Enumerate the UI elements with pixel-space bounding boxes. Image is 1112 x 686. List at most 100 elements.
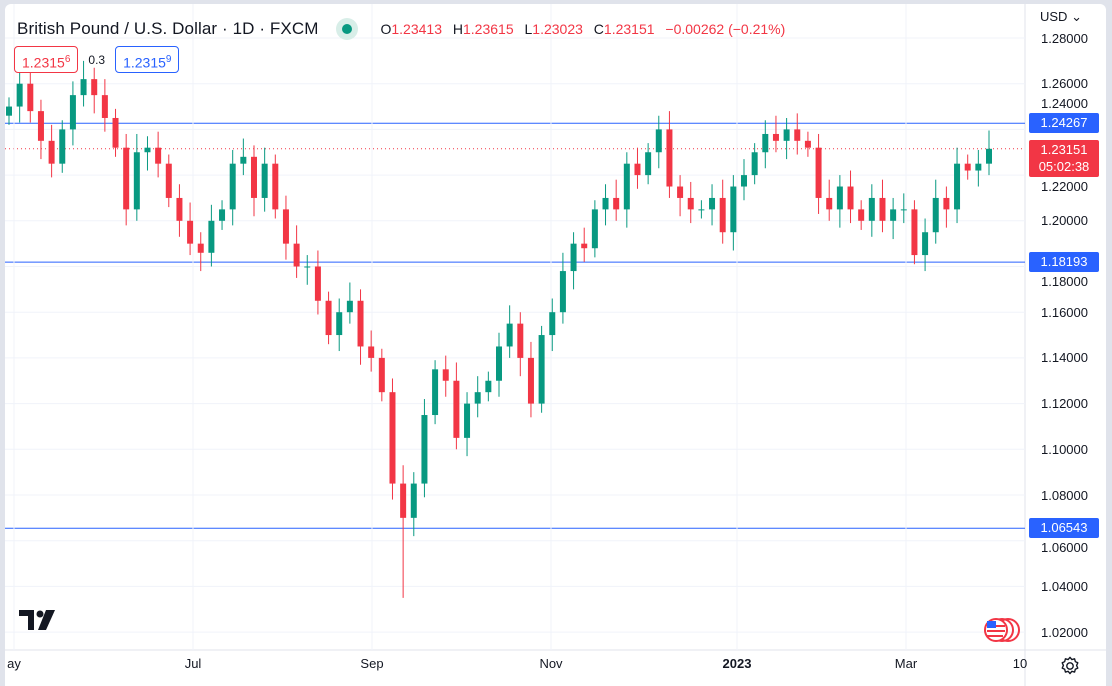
price-tick-label: 1.26000 <box>1041 76 1088 92</box>
candle-body <box>261 163 268 198</box>
candle-body <box>709 197 716 210</box>
candle-body <box>496 346 502 381</box>
time-tick-label: 2023 <box>722 656 752 671</box>
price-tick-label: 1.10000 <box>1041 441 1088 457</box>
candle-body <box>442 369 449 381</box>
candle-body <box>613 197 620 210</box>
currency-select[interactable]: USD ⌄ <box>1040 9 1082 24</box>
candle-body <box>282 209 289 244</box>
currency-label: USD <box>1040 9 1068 24</box>
candle-body <box>91 79 98 96</box>
price-tick-label: 1.12000 <box>1041 396 1088 412</box>
candle-body <box>6 106 12 116</box>
candle-body <box>591 209 598 249</box>
buy-price: 1.2315 <box>123 54 166 71</box>
candle-body <box>538 335 545 404</box>
last-price-label: 1.23151 05:02:38 <box>1029 139 1099 177</box>
candle-body <box>325 300 332 336</box>
candle-body <box>123 147 130 210</box>
candle-body <box>69 95 76 130</box>
candle-body <box>112 117 119 148</box>
settings-gear-icon[interactable] <box>1059 655 1081 677</box>
candle-body <box>176 197 183 221</box>
candle-body <box>144 147 151 153</box>
candle-body <box>804 140 811 148</box>
candle-body <box>80 79 87 96</box>
high-label: H <box>452 21 463 37</box>
candle-body <box>240 156 247 164</box>
candle-body <box>432 369 439 416</box>
hline-price-label[interactable]: 1.06543 <box>1029 518 1099 539</box>
candle-body <box>357 300 364 347</box>
open-value: 1.23413 <box>391 21 442 37</box>
candle-body <box>506 323 513 347</box>
sell-button[interactable]: 1.23156 <box>14 46 79 73</box>
candle-body <box>314 266 321 301</box>
candle-body <box>868 197 875 221</box>
candle-body <box>645 152 652 176</box>
chart-panel[interactable]: British Pound / U.S. Dollar · 1D · FXCM … <box>5 4 1106 686</box>
candle-body <box>783 129 790 141</box>
close-value: 1.23151 <box>603 21 655 37</box>
buy-button[interactable]: 1.23159 <box>115 46 180 73</box>
price-tick-label: 1.14000 <box>1041 350 1088 366</box>
price-tick-label: 1.08000 <box>1041 487 1088 503</box>
candle-body <box>474 392 481 404</box>
candle-body <box>389 392 396 484</box>
candle-body <box>37 111 44 141</box>
price-tick-label: 1.20000 <box>1041 213 1088 229</box>
candle-body <box>666 129 673 187</box>
candle-body <box>549 312 556 336</box>
candle-body <box>602 197 609 210</box>
candle-body <box>815 147 822 198</box>
high-value: 1.23615 <box>463 21 514 37</box>
candle-body <box>517 323 524 358</box>
open-label: O <box>380 21 392 37</box>
candle-body <box>677 186 684 198</box>
spread: 0.3 <box>88 52 106 67</box>
candle-body <box>485 380 492 393</box>
candle-body <box>655 129 662 153</box>
symbol-title[interactable]: British Pound / U.S. Dollar · 1D · FXCM <box>17 19 319 38</box>
candle-body <box>826 197 833 210</box>
last-price-value: 1.23151 <box>1040 141 1088 157</box>
close-label: C <box>593 21 604 37</box>
candle-body <box>858 209 865 221</box>
candle-body <box>922 232 929 256</box>
ohlc-values: O1.23413 H1.23615 L1.23023 C1.23151 −0.0… <box>380 21 792 37</box>
chevron-down-icon: ⌄ <box>1071 9 1082 24</box>
candle-body <box>133 152 140 210</box>
price-tick-label: 1.02000 <box>1041 624 1088 640</box>
candle-body <box>251 156 257 198</box>
candle-body <box>772 133 779 141</box>
candle-body <box>890 209 897 221</box>
candle-body <box>16 83 23 107</box>
price-chart[interactable] <box>5 4 1106 686</box>
candle-body <box>879 197 886 221</box>
time-tick-label: Jul <box>184 656 202 671</box>
candle-body <box>197 243 204 253</box>
candle-body <box>27 83 34 112</box>
candle-body <box>421 415 428 484</box>
candle-body <box>336 312 343 336</box>
hline-price-label[interactable]: 1.24267 <box>1029 113 1099 134</box>
candle-body <box>527 357 534 404</box>
market-open-icon <box>336 18 359 40</box>
buy-price-pip: 9 <box>165 54 172 65</box>
candle-body <box>229 163 236 210</box>
sell-price: 1.2315 <box>22 54 65 71</box>
tradingview-logo[interactable] <box>19 610 59 632</box>
sell-price-pip: 6 <box>64 54 71 65</box>
candle-body <box>208 220 215 253</box>
candle-body <box>741 175 747 187</box>
candle-body <box>272 163 279 210</box>
us-flag-icon[interactable] <box>977 616 1021 644</box>
candle-body <box>943 197 950 210</box>
price-tick-label: 1.06000 <box>1041 540 1088 556</box>
candle-body <box>187 220 194 244</box>
candle-body <box>581 243 588 249</box>
price-tick-label: 1.16000 <box>1041 304 1088 320</box>
hline-price-label[interactable]: 1.18193 <box>1029 252 1099 273</box>
candle-body <box>464 403 471 438</box>
candle-body <box>378 357 385 393</box>
